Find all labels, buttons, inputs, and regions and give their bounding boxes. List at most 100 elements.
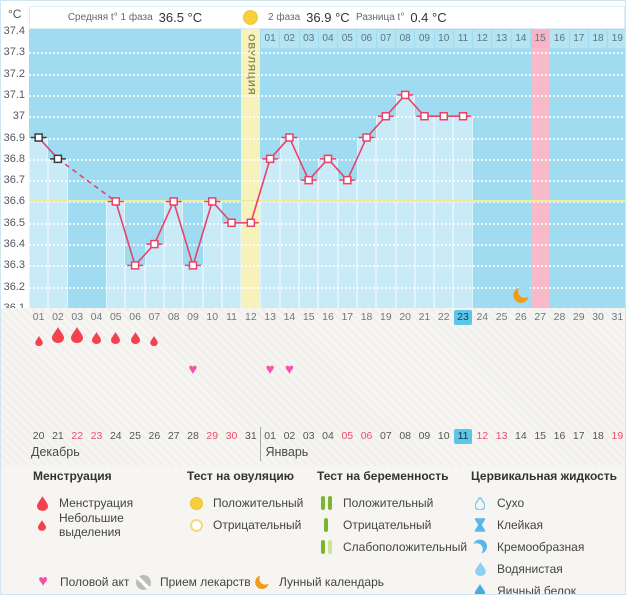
temperature-column[interactable] [144, 244, 165, 308]
calendar-date[interactable]: 13 [495, 430, 508, 442]
cycle-day-number[interactable]: 27 [534, 311, 547, 323]
post-ovulation-day-cell[interactable]: 02 [280, 30, 299, 48]
temperature-point[interactable] [246, 218, 256, 228]
temperature-column[interactable] [48, 158, 68, 308]
calendar-date[interactable]: 02 [283, 430, 296, 442]
cycle-day-number[interactable]: 17 [341, 311, 354, 323]
cycle-day-number[interactable]: 18 [360, 311, 373, 323]
temperature-point[interactable] [150, 239, 159, 249]
menstruation-marker[interactable] [130, 331, 140, 349]
cycle-day-number[interactable]: 14 [283, 311, 296, 323]
cycle-day-number[interactable]: 19 [380, 311, 392, 323]
post-ovulation-day-cell[interactable]: 06 [357, 30, 376, 48]
calendar-date[interactable]: 22 [71, 430, 84, 442]
temperature-point[interactable] [381, 111, 391, 121]
temperature-point[interactable] [362, 133, 371, 142]
cycle-day-number[interactable]: 02 [52, 311, 64, 323]
temperature-point[interactable] [343, 175, 352, 185]
calendar-date[interactable]: 28 [187, 430, 199, 442]
cycle-day-number[interactable]: 08 [167, 311, 180, 323]
post-ovulation-day-cell[interactable]: 03 [299, 30, 318, 48]
post-ovulation-day-cell[interactable]: 04 [318, 30, 338, 48]
calendar-date[interactable]: 26 [148, 430, 161, 442]
post-ovulation-day-cell[interactable]: 09 [415, 30, 434, 48]
temperature-point[interactable] [265, 154, 275, 164]
temperature-point[interactable] [285, 133, 294, 142]
ovulation-band[interactable]: ОВУЛЯЦИЯ [241, 29, 261, 308]
cycle-day-number[interactable]: 15 [302, 311, 315, 323]
intercourse-marker[interactable]: ♥ [188, 361, 198, 378]
calendar-date[interactable]: 08 [399, 430, 411, 442]
intercourse-marker[interactable]: ♥ [284, 361, 294, 378]
menstruation-marker[interactable] [71, 327, 84, 348]
temperature-column[interactable] [453, 116, 473, 308]
menstruation-marker[interactable] [34, 333, 43, 351]
temperature-point[interactable] [208, 197, 217, 206]
cycle-day-number[interactable]: 01 [32, 311, 45, 323]
cycle-day-number[interactable]: 11 [226, 311, 237, 323]
temperature-point[interactable] [458, 111, 468, 121]
post-ovulation-day-cell[interactable]: 19 [608, 30, 625, 48]
temperature-point[interactable] [130, 261, 140, 270]
calendar-date[interactable]: 20 [32, 430, 45, 442]
calendar-date[interactable]: 04 [322, 430, 334, 442]
calendar-date[interactable]: 18 [592, 430, 604, 442]
cycle-day-number[interactable]: 07 [148, 311, 161, 323]
temperature-point[interactable] [53, 154, 63, 164]
menstruation-marker[interactable] [150, 333, 159, 351]
calendar-date[interactable]: 23 [90, 430, 103, 442]
cycle-day-number[interactable]: 23 [454, 310, 472, 325]
post-ovulation-day-cell[interactable]: 13 [492, 30, 511, 48]
cycle-day-number[interactable]: 04 [90, 311, 103, 323]
post-ovulation-day-cell[interactable]: 18 [588, 30, 608, 48]
temperature-column[interactable] [202, 201, 222, 308]
cycle-day-number[interactable]: 12 [244, 311, 257, 323]
calendar-date[interactable]: 25 [129, 430, 141, 442]
calendar-date[interactable]: 11 [454, 429, 472, 444]
temperature-column[interactable] [164, 201, 184, 308]
calendar-date[interactable]: 30 [225, 430, 238, 442]
cycle-day-number[interactable]: 24 [476, 311, 489, 323]
post-ovulation-day-cell[interactable]: 14 [511, 30, 531, 48]
post-ovulation-day-cell[interactable]: 16 [550, 30, 569, 48]
calendar-date[interactable]: 03 [302, 430, 315, 442]
temperature-point[interactable] [227, 218, 236, 228]
temperature-point[interactable] [169, 197, 178, 206]
cycle-day-number[interactable]: 28 [553, 311, 566, 323]
menstruation-marker[interactable] [92, 331, 102, 349]
cycle-day-number[interactable]: 31 [611, 311, 624, 323]
calendar-date[interactable]: 12 [476, 430, 489, 442]
post-ovulation-day-cell[interactable]: 12 [473, 30, 492, 48]
cycle-day-number[interactable]: 03 [71, 311, 84, 323]
calendar-date[interactable]: 07 [380, 430, 392, 442]
calendar-date[interactable]: 15 [534, 430, 547, 442]
post-ovulation-day-cell[interactable]: 05 [338, 30, 357, 48]
cycle-day-number[interactable]: 20 [399, 311, 411, 323]
cycle-day-number[interactable]: 13 [264, 311, 276, 323]
temperature-point[interactable] [304, 175, 313, 185]
calendar-date[interactable]: 16 [553, 430, 566, 442]
post-ovulation-day-cell[interactable]: 08 [396, 30, 415, 48]
lunar-calendar-marker[interactable] [512, 284, 532, 304]
intercourse-marker[interactable]: ♥ [265, 361, 275, 378]
post-ovulation-day-cell[interactable]: 17 [569, 30, 588, 48]
cycle-day-number[interactable]: 25 [495, 311, 508, 323]
calendar-date[interactable]: 09 [418, 430, 431, 442]
temperature-point[interactable] [400, 90, 410, 100]
calendar-date[interactable]: 14 [515, 430, 527, 442]
cycle-day-number[interactable]: 16 [322, 311, 334, 323]
temperature-column[interactable] [106, 201, 126, 308]
pregnancy-test-band[interactable] [530, 29, 550, 308]
calendar-date[interactable]: 06 [360, 430, 373, 442]
post-ovulation-day-cell[interactable]: 10 [434, 30, 453, 48]
calendar-date[interactable]: 29 [206, 430, 219, 442]
calendar-date[interactable]: 27 [167, 430, 180, 442]
post-ovulation-day-cell[interactable]: 01 [260, 30, 280, 48]
temperature-point[interactable] [111, 197, 121, 206]
cycle-day-number[interactable]: 29 [572, 311, 585, 323]
temperature-column[interactable] [260, 158, 280, 308]
cycle-day-number[interactable]: 05 [109, 311, 122, 323]
temperature-point[interactable] [323, 154, 333, 164]
temperature-column[interactable] [414, 116, 435, 308]
temperature-column[interactable] [434, 116, 454, 308]
